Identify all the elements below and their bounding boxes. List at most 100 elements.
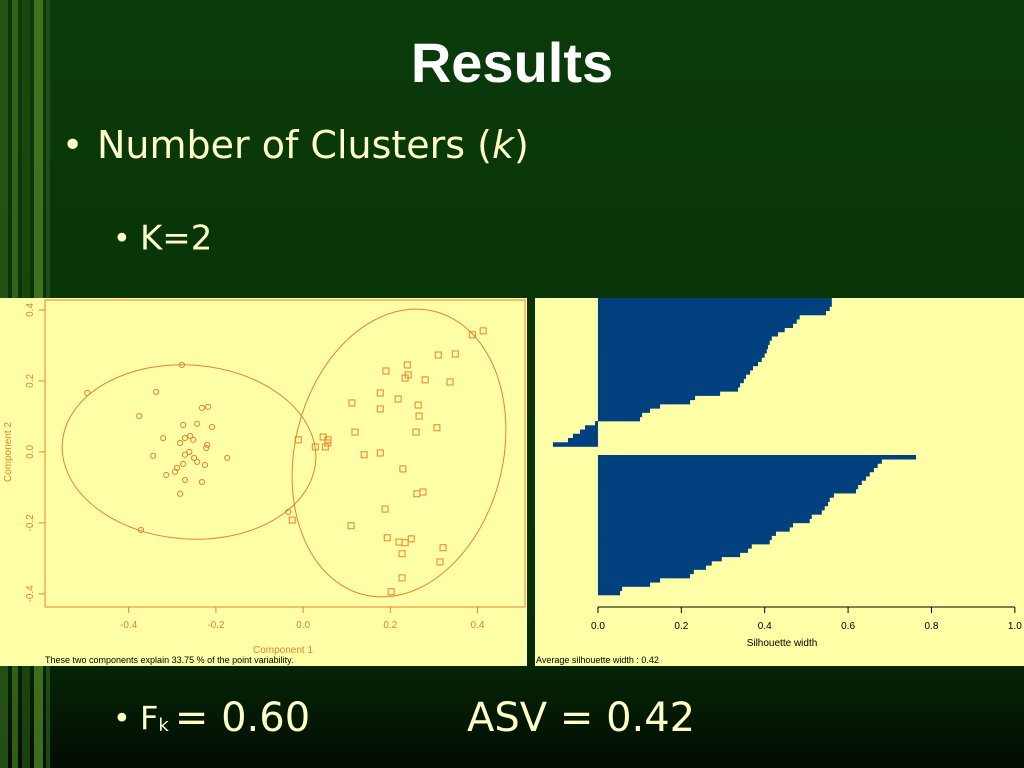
point bbox=[412, 428, 420, 436]
point bbox=[433, 424, 441, 432]
point bbox=[382, 367, 390, 375]
point bbox=[415, 412, 423, 420]
bar bbox=[597, 416, 641, 422]
bar bbox=[597, 539, 770, 545]
point bbox=[190, 436, 197, 443]
point bbox=[403, 361, 411, 369]
point bbox=[436, 558, 444, 566]
bar bbox=[597, 522, 794, 528]
point bbox=[439, 544, 447, 552]
text: F bbox=[140, 699, 158, 737]
point bbox=[181, 451, 189, 458]
bar bbox=[597, 408, 651, 413]
bar bbox=[597, 310, 826, 316]
bar bbox=[597, 556, 722, 562]
point bbox=[194, 458, 201, 465]
point bbox=[407, 535, 415, 543]
bar bbox=[597, 476, 867, 481]
point bbox=[171, 468, 179, 475]
y-tick-label: 0.2 bbox=[25, 374, 36, 388]
bar bbox=[597, 569, 694, 575]
point bbox=[204, 441, 211, 448]
point bbox=[294, 436, 302, 444]
bar bbox=[597, 505, 825, 511]
bar bbox=[597, 374, 746, 379]
x-tick-label: 0.2 bbox=[674, 621, 688, 632]
point bbox=[208, 423, 216, 431]
point bbox=[311, 443, 319, 451]
bar bbox=[597, 561, 712, 566]
point bbox=[399, 465, 407, 473]
point bbox=[224, 454, 231, 462]
bullet: • bbox=[62, 125, 83, 166]
point bbox=[187, 432, 194, 440]
bar bbox=[597, 306, 830, 312]
point bbox=[137, 526, 145, 534]
point bbox=[414, 401, 422, 409]
x-axis-label: Component 1 bbox=[253, 645, 313, 656]
x-tick-label: 0.0 bbox=[591, 621, 605, 632]
bar bbox=[597, 518, 810, 524]
point bbox=[398, 550, 406, 558]
point bbox=[181, 434, 189, 442]
y-tick-label: -0.2 bbox=[25, 514, 36, 532]
bar bbox=[597, 336, 772, 341]
point bbox=[177, 439, 184, 447]
bar bbox=[567, 438, 598, 443]
point bbox=[198, 478, 206, 486]
bar bbox=[597, 395, 696, 401]
point bbox=[394, 395, 402, 403]
point bbox=[84, 389, 91, 397]
bar bbox=[595, 421, 598, 426]
point bbox=[198, 404, 206, 411]
bar bbox=[597, 399, 691, 405]
x-tick-label: -0.2 bbox=[207, 620, 225, 631]
point bbox=[178, 361, 185, 369]
point bbox=[413, 490, 421, 498]
cluster-ellipse bbox=[61, 364, 317, 540]
point bbox=[160, 434, 167, 442]
bar bbox=[597, 357, 762, 362]
y-axis-label: Component 2 bbox=[3, 422, 14, 482]
bar bbox=[597, 353, 765, 358]
footnote: Average silhouette width : 0.42 bbox=[536, 655, 659, 665]
bar bbox=[597, 404, 661, 409]
point bbox=[383, 534, 391, 542]
bar bbox=[597, 544, 752, 549]
marks: -0.4 -0.2 0.0 0.2 0.4 -0.4 -0.2 0.0 0.2 0.4 Compon… bbox=[3, 298, 1022, 665]
bar bbox=[597, 501, 829, 507]
bar bbox=[597, 514, 812, 519]
point bbox=[163, 471, 170, 479]
x-tick-label: 0.8 bbox=[924, 621, 938, 632]
subscript: k bbox=[158, 715, 169, 736]
point bbox=[401, 374, 409, 382]
bar bbox=[597, 370, 751, 375]
point bbox=[201, 461, 209, 469]
bar bbox=[597, 302, 832, 307]
point bbox=[194, 420, 201, 427]
y-tick-label: 0.0 bbox=[25, 445, 36, 459]
bar bbox=[597, 340, 770, 345]
bar bbox=[597, 454, 917, 460]
bar bbox=[597, 314, 800, 320]
point bbox=[376, 389, 384, 397]
bar bbox=[597, 488, 856, 494]
text: k bbox=[492, 123, 516, 167]
point bbox=[321, 443, 329, 451]
bar bbox=[597, 459, 882, 464]
point bbox=[479, 327, 487, 335]
slide-title: Results bbox=[411, 31, 613, 94]
point bbox=[468, 331, 476, 339]
point bbox=[376, 405, 384, 413]
bar bbox=[597, 382, 741, 388]
bar bbox=[572, 433, 598, 439]
text: = 0.60 bbox=[175, 695, 310, 741]
x-tick-label: 1.0 bbox=[1008, 621, 1022, 632]
point bbox=[177, 490, 184, 497]
bar bbox=[597, 361, 759, 367]
cluster-ellipse bbox=[291, 308, 507, 598]
bar bbox=[597, 565, 706, 570]
point bbox=[180, 421, 187, 429]
point bbox=[401, 539, 409, 547]
bar bbox=[597, 327, 785, 333]
